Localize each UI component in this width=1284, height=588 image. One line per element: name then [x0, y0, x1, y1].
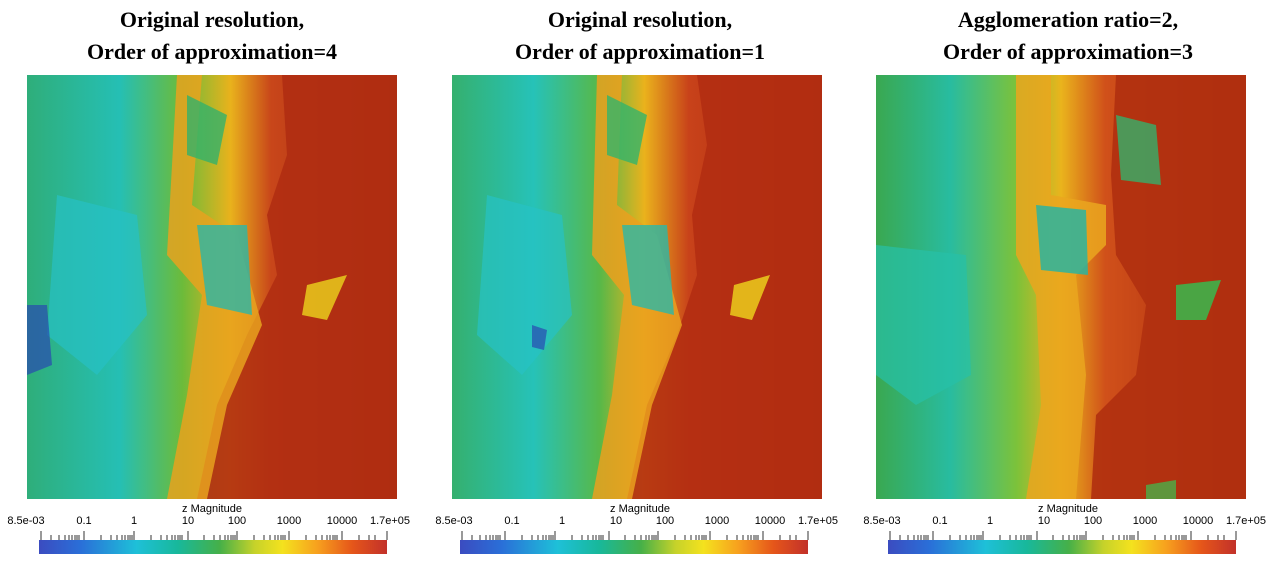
tick-label: 1000 — [276, 515, 302, 527]
tick-label: 8.5e-03 — [863, 515, 901, 527]
colorbar — [460, 540, 808, 554]
magnitude-field-plot — [876, 75, 1246, 499]
colorbar-ticks — [461, 531, 809, 540]
colorbar — [888, 540, 1236, 554]
colorbar — [39, 540, 387, 554]
colorbar-ticks — [40, 531, 388, 540]
tick-label: 0.1 — [76, 515, 92, 527]
tick-label: 10 — [609, 515, 623, 527]
panel-title-line1: Original resolution, — [119, 7, 305, 32]
magnitude-field-plot — [27, 75, 397, 499]
tick-label: 0.1 — [504, 515, 520, 527]
tick-label: 10000 — [1182, 515, 1214, 527]
tick-label: 1 — [986, 515, 994, 527]
panel-2: Original resolution, Order of approximat… — [435, 0, 840, 588]
panel-title-line2: Order of approximation=3 — [942, 39, 1194, 64]
colorbar-title: z Magnitude — [182, 503, 242, 515]
tick-label: 1000 — [704, 515, 730, 527]
tick-label: 10000 — [754, 515, 786, 527]
panel-title-line2: Order of approximation=4 — [86, 39, 338, 64]
tick-label: 100 — [1083, 515, 1103, 527]
panel-1: Original resolution, Order of approximat… — [7, 0, 412, 588]
colorbar-title: z Magnitude — [610, 503, 670, 515]
tick-label: 1.7e+05 — [369, 515, 411, 527]
tick-label: 1000 — [1132, 515, 1158, 527]
tick-label: 10 — [1037, 515, 1051, 527]
magnitude-field-plot — [452, 75, 822, 499]
panel-title-line1: Original resolution, — [547, 7, 733, 32]
colorbar-title: z Magnitude — [1038, 503, 1098, 515]
tick-label: 0.1 — [932, 515, 948, 527]
panel-title-line1: Agglomeration ratio=2, — [957, 7, 1179, 32]
tick-label: 1 — [558, 515, 566, 527]
tick-label: 10 — [181, 515, 195, 527]
tick-label: 1 — [130, 515, 138, 527]
colorbar-ticks — [889, 531, 1237, 540]
tick-label: 1.7e+05 — [797, 515, 839, 527]
tick-label: 8.5e-03 — [435, 515, 473, 527]
panel-3: Agglomeration ratio=2, Order of approxim… — [863, 0, 1268, 588]
tick-label: 1.7e+05 — [1225, 515, 1267, 527]
panel-title-line2: Order of approximation=1 — [514, 39, 766, 64]
tick-label: 100 — [655, 515, 675, 527]
tick-label: 8.5e-03 — [7, 515, 45, 527]
tick-label: 100 — [227, 515, 247, 527]
tick-label: 10000 — [326, 515, 358, 527]
